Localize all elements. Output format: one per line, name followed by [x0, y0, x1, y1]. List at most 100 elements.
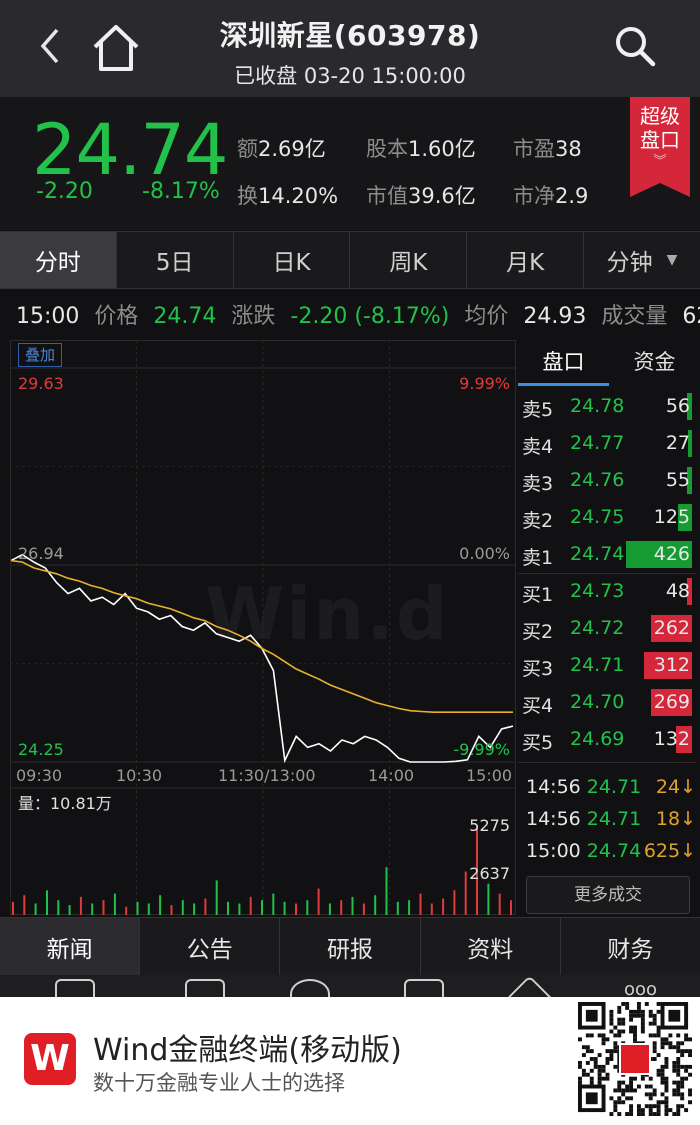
ask-row[interactable]: 卖5 24.78 56 [518, 388, 696, 425]
qr-module [593, 1064, 598, 1069]
qr-module [688, 1072, 692, 1077]
qr-module [660, 1092, 665, 1097]
qr-module [609, 1096, 614, 1101]
tab-research[interactable]: 研报 [280, 918, 421, 975]
tab-5day[interactable]: 5日 [117, 232, 234, 288]
trade-volume: 18↓ [655, 808, 696, 830]
level-price: 24.75 [570, 506, 625, 528]
ask-row[interactable]: 卖2 24.75 125 [518, 499, 696, 536]
alert-icon[interactable] [55, 979, 95, 997]
tab-capital-flow[interactable]: 资金 [633, 350, 676, 374]
tab-announcements[interactable]: 公告 [140, 918, 281, 975]
bid-row[interactable]: 买5 24.69 132 [518, 721, 696, 758]
qr-module [676, 1064, 681, 1069]
qr-module [633, 1088, 637, 1093]
qr-module [672, 1045, 677, 1050]
more-trades-button[interactable]: 更多成交 [526, 876, 690, 914]
qr-module [648, 1021, 653, 1026]
qr-module [636, 1005, 641, 1010]
tab-weekly-k[interactable]: 周K [350, 232, 468, 288]
tab-financials[interactable]: 财务 [607, 936, 654, 963]
qr-module [652, 1045, 657, 1050]
qr-module [613, 1100, 618, 1105]
layers-icon[interactable] [508, 975, 558, 997]
level-qty: 426 [653, 543, 690, 565]
info-vol-label: 成交量 [601, 304, 668, 329]
tab-minute[interactable]: 分钟 ▼ [584, 232, 700, 288]
tab-intraday[interactable]: 分时 [0, 232, 117, 288]
ask-volume-bar [688, 430, 692, 457]
qr-module [676, 1068, 681, 1073]
bid-row[interactable]: 买2 24.72 262 [518, 610, 696, 647]
qr-module [636, 1002, 641, 1006]
bid-row[interactable]: 买1 24.73 48 [518, 573, 696, 610]
qr-module [578, 1076, 582, 1081]
qr-module [648, 1092, 653, 1097]
qr-module [660, 1076, 665, 1081]
ask-row[interactable]: 卖1 24.74 426 [518, 536, 696, 573]
qr-module [601, 1037, 606, 1042]
qr-module [676, 1108, 681, 1113]
level-label: 买1 [522, 584, 554, 606]
qr-module [605, 1049, 610, 1054]
share-icon[interactable] [185, 979, 225, 997]
qr-module [656, 1100, 661, 1105]
more-icon[interactable]: ooo [624, 979, 658, 997]
qr-module [664, 1104, 669, 1109]
top-bar: 深圳新星(603978) 已收盘 03-20 15:00:00 [0, 0, 700, 97]
volume-bar [374, 895, 377, 915]
qr-module [601, 1064, 606, 1069]
qr-module [609, 1009, 614, 1014]
qr-module [668, 1045, 673, 1050]
overlay-button[interactable]: 叠加 [18, 343, 62, 367]
intraday-chart[interactable]: Win.d 叠加 29.63 9.99% 26.94 0.00% 24.25 -… [10, 340, 516, 915]
info-tabs: 新闻 公告 研报 资料 财务 [0, 917, 700, 975]
volume-bar [476, 828, 478, 915]
wind-logo-icon: W [24, 1033, 76, 1085]
bid-row[interactable]: 买4 24.70 269 [518, 684, 696, 721]
home-button[interactable] [86, 18, 146, 76]
qr-module [676, 1072, 681, 1077]
qr-module [589, 1033, 594, 1038]
ask-row[interactable]: 卖3 24.76 55 [518, 462, 696, 499]
qr-module [672, 1088, 677, 1093]
search-button[interactable] [610, 20, 660, 72]
volume-bar [34, 903, 37, 915]
qr-module [648, 1104, 653, 1109]
qr-module [672, 1080, 677, 1085]
qr-module [688, 1037, 692, 1042]
super-orderbook-button[interactable]: 超级盘口 ︾ [630, 97, 690, 197]
qr-module [625, 1096, 630, 1101]
qr-module [621, 1080, 626, 1085]
qr-module [656, 1033, 661, 1038]
qr-module [633, 1029, 637, 1034]
qr-module [597, 1080, 602, 1085]
tab-daily-k[interactable]: 日K [234, 232, 351, 288]
tab-monthly-k[interactable]: 月K [467, 232, 585, 288]
stat-market-cap: 市值39.6亿 [366, 184, 476, 208]
volume-bar [102, 900, 105, 915]
qr-module [581, 1053, 586, 1058]
zoom-icon[interactable] [290, 979, 330, 997]
trade-time: 14:56 [526, 776, 581, 798]
qr-module [640, 1021, 645, 1026]
qr-module [613, 1104, 618, 1109]
ask-row[interactable]: 卖4 24.77 27 [518, 425, 696, 462]
qr-module [633, 1033, 637, 1038]
qr-module [617, 1029, 622, 1034]
qr-module [668, 1041, 673, 1046]
tab-minute-label: 分钟 [606, 250, 653, 276]
stat-turnover-rate: 换14.20% [237, 184, 339, 208]
back-button[interactable] [28, 22, 72, 70]
add-watchlist-icon[interactable] [404, 979, 444, 997]
volume-mid-label: 2637 [469, 864, 510, 883]
tab-profile[interactable]: 资料 [421, 918, 561, 975]
bid-row[interactable]: 买3 24.71 312 [518, 647, 696, 684]
qr-module [648, 1009, 653, 1014]
qr-module [680, 1104, 685, 1109]
app-download-banner[interactable]: W Wind金融终端(移动版) 数十万金融专业人士的选择 [0, 997, 700, 1125]
tab-orderbook[interactable]: 盘口 [518, 340, 609, 386]
qr-module [617, 1005, 622, 1010]
tab-news[interactable]: 新闻 [0, 918, 141, 975]
qr-module [609, 1049, 614, 1054]
